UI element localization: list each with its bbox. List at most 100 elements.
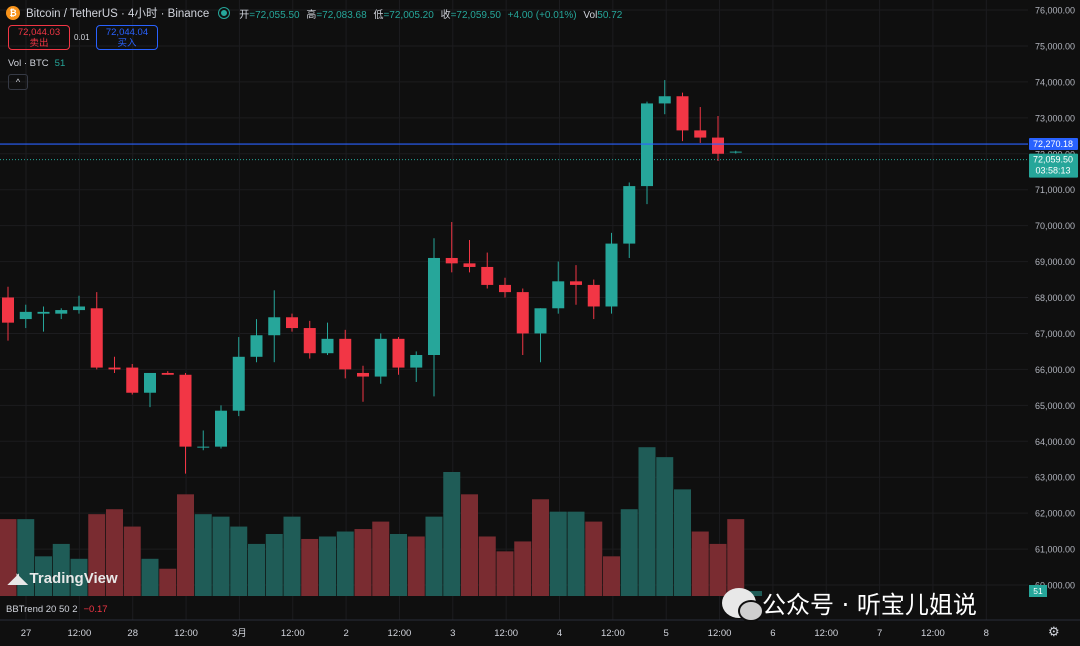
sell-label: 卖出: [29, 37, 49, 49]
volume-bar: [212, 516, 230, 596]
candle-body: [481, 266, 494, 285]
volume-bar: [159, 568, 177, 596]
candle-body: [641, 103, 653, 187]
candle-body: [144, 372, 156, 393]
candle-body: [179, 374, 192, 447]
volume-bar: [585, 521, 603, 596]
price-tick-label: 66,000.00: [1035, 365, 1075, 375]
volume-last-label: 51: [1029, 585, 1047, 597]
watermark-text: 公众号 · 听宝儿姐说: [762, 591, 977, 619]
svg-text:03:58:13: 03:58:13: [1035, 166, 1070, 176]
volume-bar: [336, 531, 354, 596]
symbol-title[interactable]: Bitcoin / TetherUS · 4小时 · Binance: [26, 8, 210, 20]
volume-bar: [691, 531, 709, 596]
candle-body: [392, 338, 405, 368]
volume-bar: [283, 516, 301, 596]
volume-bar: [194, 514, 212, 596]
volume-bar: [106, 509, 123, 596]
time-tick-label: 3: [450, 628, 455, 639]
candle-body: [339, 338, 352, 370]
price-tick-label: 70,000.00: [1035, 221, 1075, 231]
time-axis: 27 12:00 28 12:00 3月 12:00 2 12:00 3 12:00 4 12:00 5…: [0, 619, 1080, 639]
volume-bar: [532, 499, 549, 596]
volume-bar: [0, 519, 17, 596]
settings-icon[interactable]: ⚙: [1048, 624, 1060, 639]
time-tick-label: 12:00: [281, 628, 305, 639]
bitcoin-icon: ₿: [6, 6, 20, 20]
time-tick-label: 6: [770, 628, 775, 639]
price-tick-label: 63,000.00: [1035, 473, 1075, 483]
volume-bar: [461, 494, 478, 596]
volume-bar: [425, 516, 443, 596]
ohlc-readout: 开=72,055.50 高=72,083.68 低=72,005.20 收=72…: [239, 9, 623, 21]
volume-bars: [0, 447, 762, 596]
volume-bar: [123, 526, 141, 596]
watermark: 公众号 · 听宝儿姐说: [722, 585, 977, 622]
tradingview-logo[interactable]: ◢◣ TradingView: [8, 570, 118, 587]
time-tick-label: 12:00: [67, 628, 91, 639]
volume-bar: [727, 519, 745, 596]
sell-button[interactable]: 72,044.03 卖出: [8, 25, 70, 50]
volume-legend[interactable]: Vol · BTC 51: [8, 58, 66, 69]
candle-body: [516, 292, 529, 334]
price-tick-label: 75,000.00: [1035, 41, 1075, 51]
bbtrend-legend[interactable]: BBTrend 20 50 2 −0.17: [6, 604, 108, 615]
svg-text:51: 51: [1033, 586, 1043, 596]
candle-body: [623, 186, 636, 244]
candle-body: [321, 338, 334, 354]
candle-body: [250, 335, 263, 357]
volume-bar: [35, 556, 52, 596]
time-tick-label: 3月: [232, 628, 247, 639]
price-tick-label: 69,000.00: [1035, 257, 1075, 267]
svg-text:72,270.18: 72,270.18: [1033, 139, 1073, 149]
price-tick-label: 61,000.00: [1035, 545, 1075, 555]
time-tick-label: 12:00: [174, 628, 198, 639]
sell-price: 72,044.03: [17, 26, 61, 38]
volume-bar: [248, 543, 265, 596]
volume-bar: [514, 541, 532, 596]
candle-body: [712, 137, 724, 154]
candle-body: [605, 243, 618, 307]
price-tick-label: 65,000.00: [1035, 401, 1075, 411]
symbol-header: ₿ Bitcoin / TetherUS · 4小时 · Binance 开=7…: [6, 5, 626, 21]
candle-body: [232, 356, 245, 411]
volume-bar: [478, 536, 496, 596]
candle-body: [268, 317, 281, 336]
volume-bar: [656, 457, 674, 596]
volume-bar: [265, 534, 283, 596]
candle-body: [658, 96, 671, 104]
volume-bar: [709, 543, 727, 596]
time-tick-label: 27: [21, 628, 32, 639]
candle-body: [2, 297, 14, 323]
candle-body: [73, 306, 85, 311]
candle-body: [694, 130, 707, 138]
volume-bar: [603, 556, 620, 596]
candle-body: [729, 151, 742, 153]
collapse-icon[interactable]: ^: [8, 74, 28, 90]
volume-bar: [52, 543, 70, 596]
candle-body: [534, 308, 547, 334]
time-tick-label: 12:00: [921, 628, 945, 639]
time-tick-label: 8: [984, 628, 989, 639]
tradingview-mark-icon: ◢◣: [8, 570, 27, 586]
volume-bar: [177, 494, 194, 596]
candle-body: [161, 372, 174, 375]
price-line-label: 72,270.18: [1029, 138, 1078, 151]
buy-button[interactable]: 72,044.04 买入: [96, 25, 158, 50]
buy-price: 72,044.04: [105, 26, 149, 38]
candle-body: [357, 372, 369, 377]
price-tick-label: 74,000.00: [1035, 77, 1075, 87]
candle-body: [463, 263, 476, 267]
volume-bar: [638, 447, 656, 596]
volume-bar: [674, 489, 691, 596]
candle-body: [676, 96, 689, 131]
candle-body: [19, 311, 32, 320]
volume-bar: [230, 526, 248, 596]
candle-body: [197, 446, 210, 448]
candle-body: [286, 317, 298, 329]
volume-bar: [354, 529, 372, 596]
candle-body: [552, 281, 565, 309]
candle-body: [570, 281, 582, 285]
volume-bar: [372, 521, 390, 596]
